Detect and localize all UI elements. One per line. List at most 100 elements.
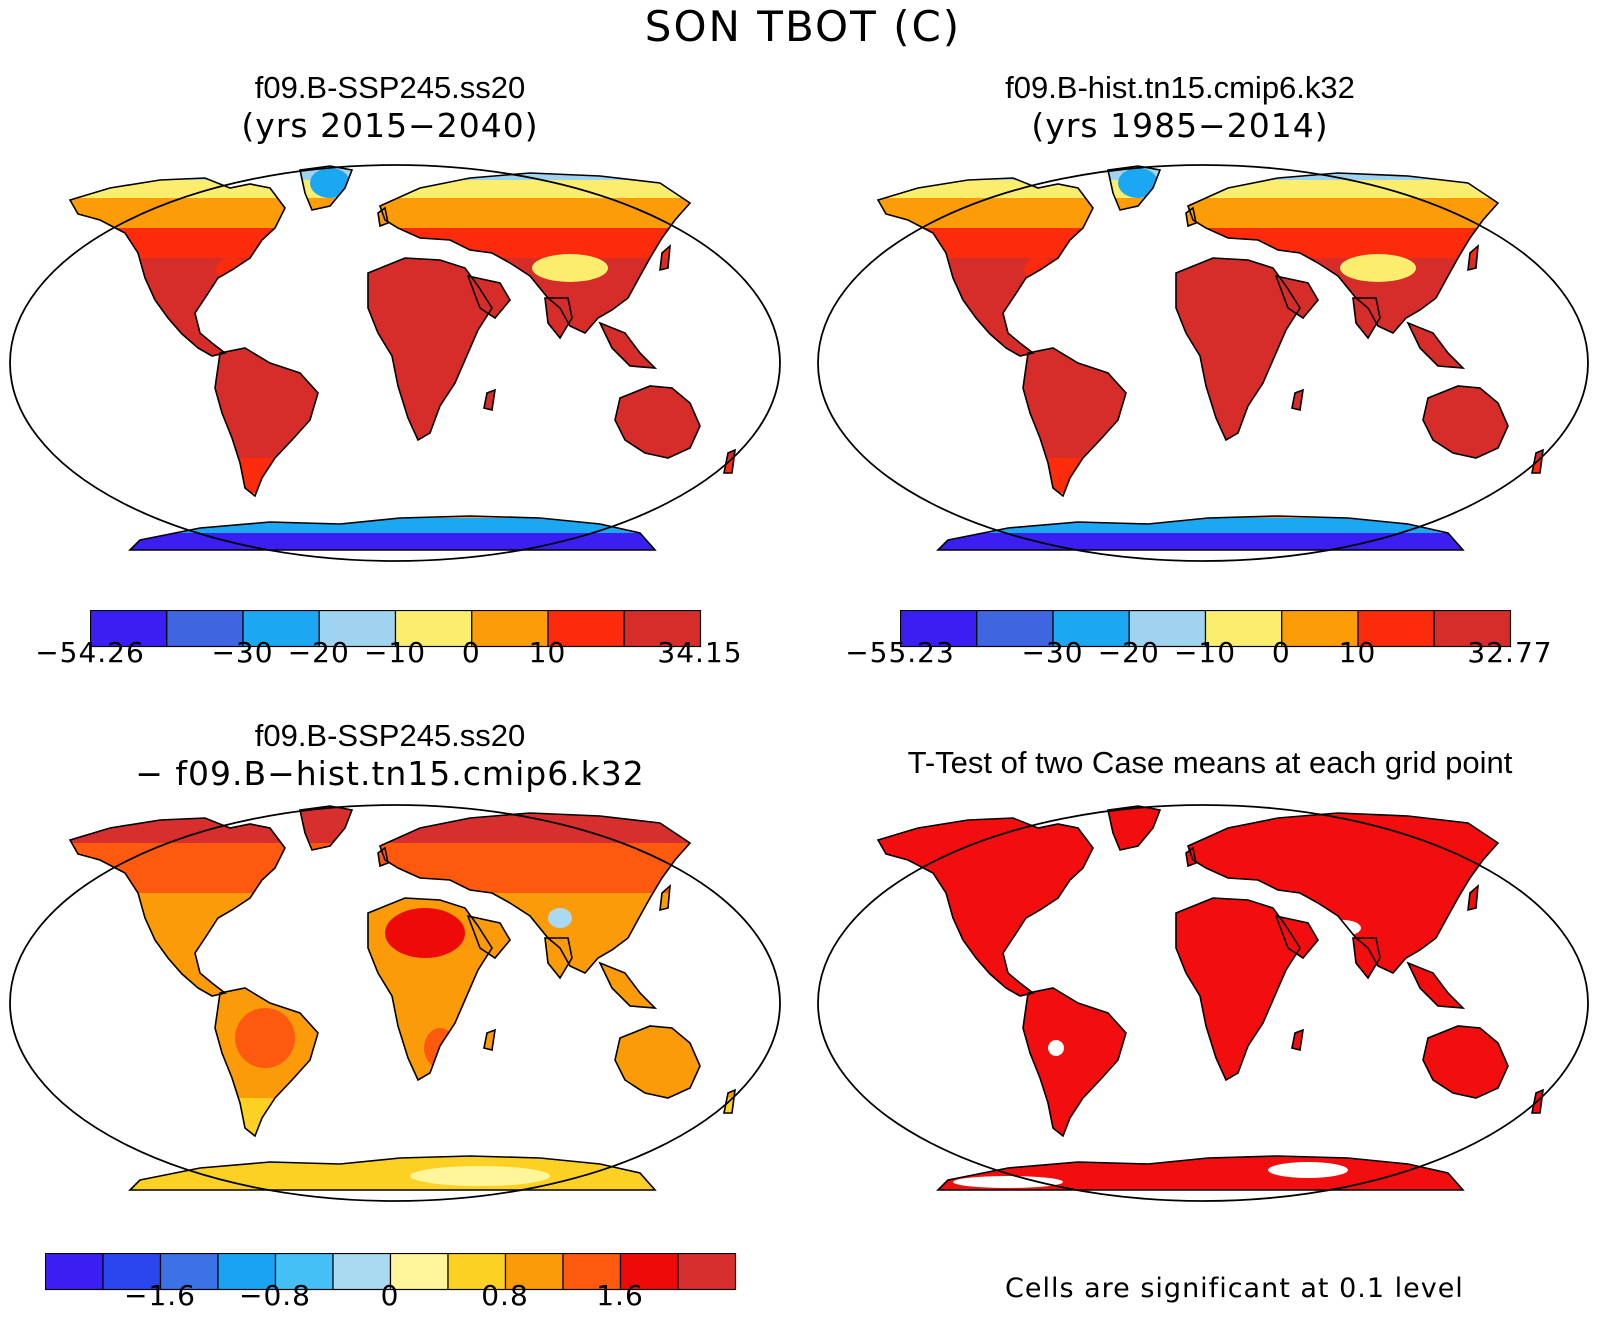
coastline-japan xyxy=(1467,884,1479,912)
colorbar-tick-label: 0.8 xyxy=(481,1279,529,1312)
colorbar-swatch xyxy=(1128,610,1207,648)
colorbar-swatch xyxy=(504,1253,564,1291)
map-ssp245 xyxy=(9,164,781,562)
coastline-eurasia xyxy=(1186,172,1500,334)
coastline-japan xyxy=(659,884,671,912)
coastline-africa xyxy=(1175,257,1301,442)
coastline-northAmerica xyxy=(876,817,1094,997)
colorbar-tick-label: −30 xyxy=(1021,636,1084,669)
coastline-africa xyxy=(1175,897,1301,1082)
coastline-madagascar xyxy=(483,1028,496,1051)
colorbar-tick-label: 1.6 xyxy=(596,1279,644,1312)
coastline-southAmerica xyxy=(214,347,319,498)
colorbar-tick-label: −54.26 xyxy=(35,636,145,669)
colorbar-tick-label: −0.8 xyxy=(239,1279,311,1312)
coastline-africa xyxy=(367,897,493,1082)
coastline-northAmerica xyxy=(68,177,286,357)
colorbar-swatch xyxy=(332,1253,392,1291)
colorbar-tick-label: 0 xyxy=(461,636,481,669)
figure-title: SON TBOT (C) xyxy=(644,2,962,51)
coastline-seAsia xyxy=(598,321,658,369)
map-ttest-significance xyxy=(817,804,1589,1202)
coastline-nz xyxy=(723,448,736,474)
colorbar-swatch xyxy=(45,1253,104,1291)
colorbar-swatch xyxy=(471,610,549,648)
colorbar-swatch xyxy=(217,1253,277,1291)
significance-footnote: Cells are significant at 0.1 level xyxy=(1005,1273,1464,1304)
coastline-eurasia xyxy=(1186,812,1500,974)
colorbar-difference xyxy=(45,1253,737,1291)
colorbar-tick-label: −30 xyxy=(211,636,274,669)
coastline-northAmerica xyxy=(876,177,1094,357)
coastline-australia xyxy=(614,1025,701,1099)
colorbar-tick-label: −10 xyxy=(363,636,427,669)
colorbar-swatch xyxy=(623,610,702,648)
panel-years: (yrs 1985−2014) xyxy=(1031,106,1329,145)
colorbar-swatch xyxy=(102,1253,162,1291)
colorbar-tick-label: 10 xyxy=(1338,636,1377,669)
coastline-india xyxy=(1352,297,1381,340)
colorbar-tick-label: 10 xyxy=(528,636,567,669)
colorbar-swatch xyxy=(1052,610,1130,648)
colorbar-hist xyxy=(900,610,1512,648)
panel-title-ssp245: f09.B-SSP245.ss20 (yrs 2015−2040) xyxy=(0,70,790,146)
coastline-uk xyxy=(1185,206,1197,228)
coastline-india xyxy=(544,937,573,980)
coastline-arabia xyxy=(1274,914,1319,960)
map-hist xyxy=(817,164,1589,562)
coastline-madagascar xyxy=(1291,388,1304,411)
coastline-arabia xyxy=(466,914,511,960)
coastline-antarctica xyxy=(936,1155,1465,1191)
coastline-nz xyxy=(1531,1088,1544,1114)
colorbar-swatch xyxy=(389,1253,449,1291)
coastline-nz xyxy=(1531,448,1544,474)
coastline-australia xyxy=(1422,385,1509,459)
panel-years: (yrs 2015−2040) xyxy=(241,106,539,145)
colorbar-tick-label: −10 xyxy=(1173,636,1237,669)
colorbar-tick-label: 0 xyxy=(1271,636,1291,669)
colorbar-tick-label: −1.6 xyxy=(124,1279,196,1312)
coastline-arabia xyxy=(466,274,511,320)
colorbar-tick-label: −55.23 xyxy=(845,636,955,669)
colorbar-swatch xyxy=(900,610,978,648)
coastline-japan xyxy=(659,244,671,272)
coastline-antarctica xyxy=(936,515,1465,551)
coastline-antarctica xyxy=(128,1155,657,1191)
coastline-southAmerica xyxy=(1022,347,1127,498)
colorbar-tick-label: −20 xyxy=(287,636,350,669)
coastline-india xyxy=(1352,937,1381,980)
panel-case-name: f09.B-SSP245.ss20 xyxy=(254,718,526,753)
colorbar-swatch xyxy=(166,610,244,648)
coastline-seAsia xyxy=(598,961,658,1009)
colorbar-swatch xyxy=(547,610,625,648)
colorbar-tick-label: −20 xyxy=(1097,636,1160,669)
coastline-uk xyxy=(377,206,389,228)
map-border xyxy=(817,164,1589,562)
colorbar-tick-label: 32.77 xyxy=(1467,636,1553,669)
colorbar-ssp245 xyxy=(90,610,702,648)
colorbar-swatch xyxy=(1204,610,1283,648)
panel-title-difference: f09.B-SSP245.ss20 − f09.B−hist.tn15.cmip… xyxy=(0,718,790,794)
panel-case-name: f09.B-SSP245.ss20 xyxy=(254,70,526,105)
coastline-arabia xyxy=(1274,274,1319,320)
coastline-uk xyxy=(1185,846,1197,868)
coastline-southAmerica xyxy=(1022,987,1127,1138)
colorbar-tick-label: 0 xyxy=(380,1279,400,1312)
map-border xyxy=(9,164,781,562)
coastline-uk xyxy=(377,846,389,868)
panel-title-hist: f09.B-hist.tn15.cmip6.k32 (yrs 1985−2014… xyxy=(780,70,1580,146)
colorbar-swatch xyxy=(90,610,168,648)
coastline-seAsia xyxy=(1406,961,1466,1009)
coastline-india xyxy=(544,297,573,340)
coastline-eurasia xyxy=(378,172,692,334)
colorbar-swatch xyxy=(1281,610,1359,648)
colorbar-swatch xyxy=(159,1253,219,1291)
coastline-northAmerica xyxy=(68,817,286,997)
coastline-nz xyxy=(723,1088,736,1114)
coastline-eurasia xyxy=(378,812,692,974)
coastline-antarctica xyxy=(128,515,657,551)
coastline-madagascar xyxy=(1291,1028,1304,1051)
coastline-japan xyxy=(1467,244,1479,272)
coastline-africa xyxy=(367,257,493,442)
coastline-madagascar xyxy=(483,388,496,411)
